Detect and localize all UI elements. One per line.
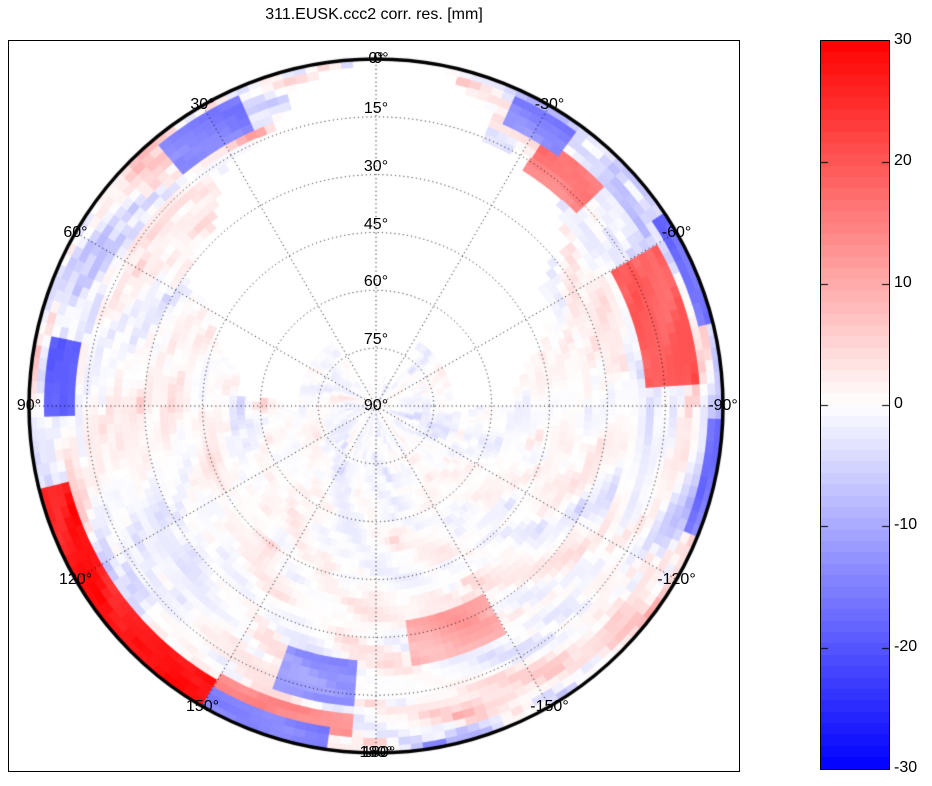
colorbar-tick-label--20: -20 [894,637,918,655]
azimuth-label-60: 60° [63,223,88,241]
azimuth-label-120: 120° [58,570,93,588]
azimuth-label--30: -30° [534,96,565,114]
azimuth-label-90: 90° [16,397,42,414]
colorbar-tick-label-30: 30 [894,31,912,48]
azimuth-label-150: 150° [185,697,220,715]
azimuth-label--90: -90° [708,397,738,414]
elevation-label-30: 30° [363,157,389,175]
elevation-label-15: 15° [363,99,389,117]
azimuth-label--60: -60° [661,223,692,241]
colorbar-tick-label-0: 0 [894,395,903,412]
colorbar [820,40,890,770]
azimuth-label--150: -150° [530,697,569,715]
azimuth-label-180: 180° [359,744,393,761]
azimuth-label-30: 30° [190,96,215,114]
azimuth-overlap-label--180: -180° [356,744,396,761]
colorbar-tick-label--10: -10 [894,516,918,534]
elevation-label-90: 90° [363,397,389,414]
azimuth-label--120: -120° [657,570,696,588]
colorbar-tick-label-10: 10 [894,273,912,291]
chart-title: 311.EUSK.ccc2 corr. res. [mm] [265,6,483,23]
azimuth-label-0: 0° [368,50,384,67]
skyplot-canvas [9,41,739,771]
elevation-label-75: 75° [363,331,389,349]
colorbar-tick-label-20: 20 [894,152,912,170]
colorbar-canvas [820,40,890,770]
elevation-label-60: 60° [363,273,389,291]
skyplot-axes: 0° 30° 60° 90° 120° 150° 180° -150° -120° -90° -60… [8,40,740,772]
azimuth-overlap-label-0: 0° [373,50,389,67]
elevation-label-45: 45° [363,215,389,233]
colorbar-tick-label--30: -30 [894,759,918,776]
